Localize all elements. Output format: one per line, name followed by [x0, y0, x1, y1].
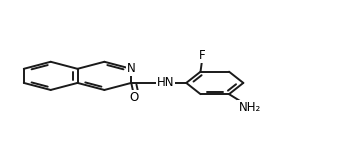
Text: O: O: [130, 91, 139, 103]
Text: HN: HN: [157, 76, 174, 89]
Text: NH₂: NH₂: [238, 101, 261, 114]
Text: F: F: [199, 49, 206, 62]
Text: N: N: [127, 62, 136, 75]
